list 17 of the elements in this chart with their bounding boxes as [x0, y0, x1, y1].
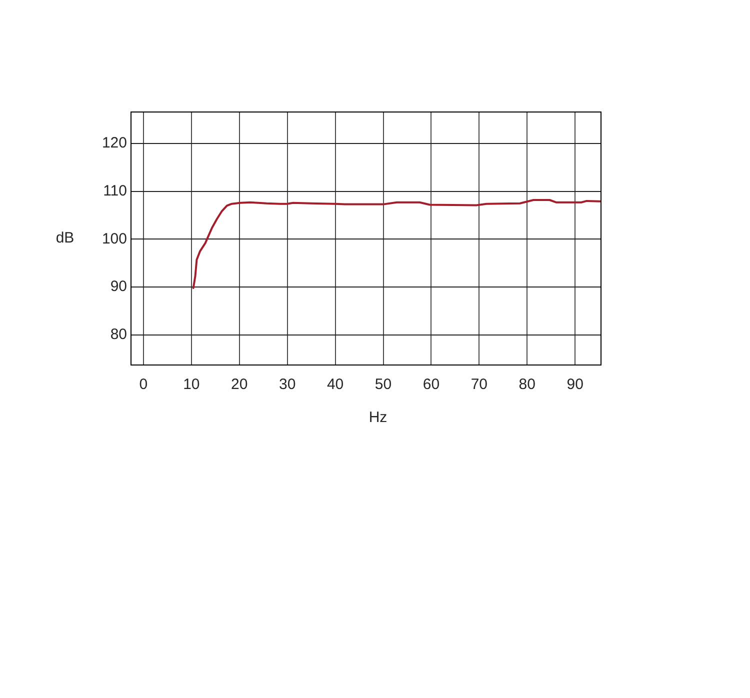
y-tick-label: 110	[103, 182, 127, 200]
x-axis-title: Hz	[368, 409, 388, 426]
y-tick-label: 120	[102, 134, 127, 152]
y-tick-label: 100	[102, 230, 127, 248]
x-tick-label: 20	[231, 376, 248, 394]
x-tick-label: 90	[566, 376, 584, 394]
y-tick-label: 80	[110, 326, 127, 344]
x-tick-label: 80	[518, 376, 536, 394]
x-tick-label: 60	[422, 376, 440, 394]
x-tick-label: 40	[326, 376, 344, 394]
y-axis-title: dB	[56, 230, 74, 247]
x-tick-label: 70	[470, 376, 488, 394]
x-tick-label: 50	[374, 376, 392, 394]
x-tick-label: 30	[279, 376, 296, 394]
x-tick-label: 0	[139, 376, 148, 394]
y-tick-label: 90	[110, 278, 127, 296]
x-tick-label: 10	[183, 376, 200, 394]
